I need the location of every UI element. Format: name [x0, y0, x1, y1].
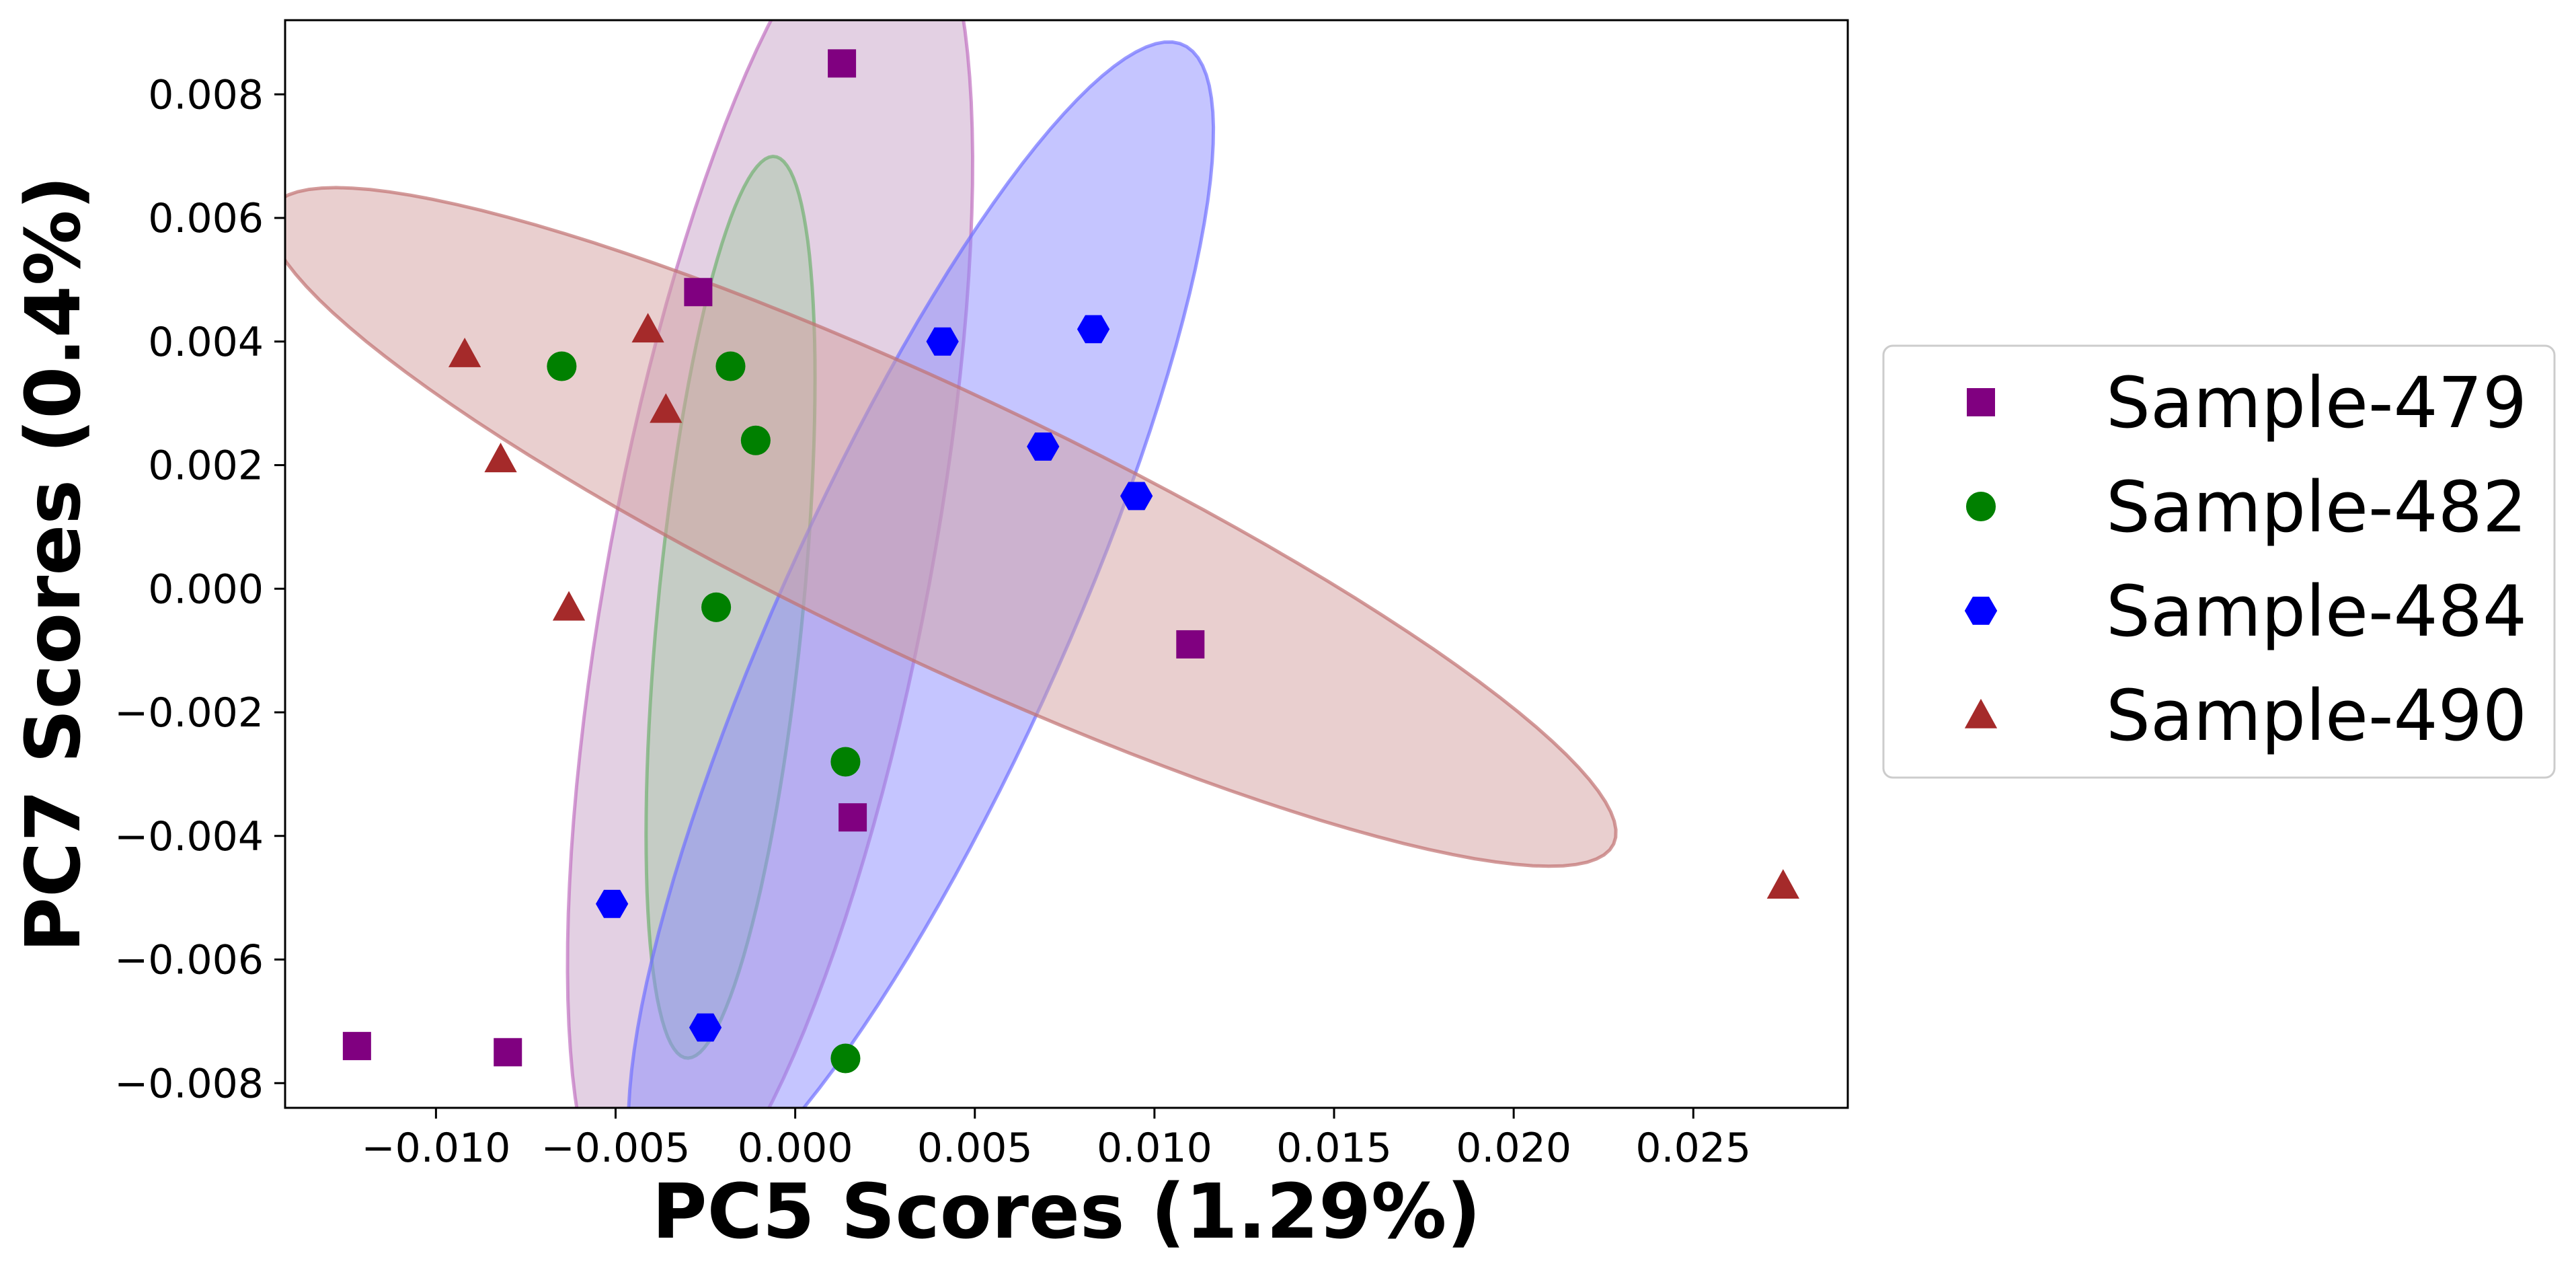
- x-tick-label: 0.000: [738, 1125, 853, 1172]
- data-point-series-2: [547, 351, 577, 381]
- legend-marker-2: [1965, 491, 1996, 522]
- legend-box: [1882, 344, 2556, 779]
- y-tick-label: 0.000: [148, 566, 264, 613]
- x-tick-label: 0.015: [1276, 1125, 1392, 1172]
- x-tick-label: −0.005: [541, 1125, 690, 1172]
- data-point-series-4: [1766, 869, 1799, 899]
- y-tick-label: 0.006: [148, 195, 264, 242]
- y-axis-title: PC7 Scores (0.4%): [10, 176, 97, 952]
- data-point-series-1: [494, 1038, 522, 1067]
- data-points: [342, 49, 1799, 1074]
- data-point-series-4: [552, 591, 586, 621]
- y-tick-label: −0.002: [114, 689, 264, 737]
- data-point-series-3: [689, 1013, 722, 1042]
- plot-area-frame: [284, 19, 1849, 1109]
- x-tick-label: 0.010: [1097, 1125, 1212, 1172]
- data-point-series-4: [650, 393, 682, 423]
- confidence-ellipse-4: [285, 186, 1618, 868]
- data-point-series-3: [1120, 482, 1153, 511]
- data-point-series-3: [596, 889, 629, 918]
- x-axis-ticks: −0.010 −0.005 0.000 0.005 0.010 0.015 0.020 0.0…: [361, 1108, 1751, 1172]
- legend-marker-4: [1964, 698, 1998, 728]
- data-point-series-1: [1176, 630, 1205, 659]
- data-point-series-2: [740, 425, 771, 455]
- legend-label-3: Sample-484: [2106, 570, 2527, 652]
- data-point-series-1: [828, 49, 857, 78]
- y-axis-ticks: −0.008 −0.006 −0.004 −0.002 0.000 0.002 0.004 0…: [114, 71, 285, 1107]
- data-point-series-4: [631, 313, 664, 343]
- y-tick-label: 0.008: [148, 71, 264, 118]
- data-point-series-1: [838, 803, 867, 832]
- x-tick-label: 0.025: [1635, 1125, 1751, 1172]
- data-point-series-2: [830, 1043, 861, 1074]
- data-point-series-1: [342, 1032, 371, 1061]
- data-point-series-3: [926, 327, 959, 356]
- legend-label-4: Sample-490: [2106, 675, 2527, 757]
- y-tick-label: −0.006: [114, 937, 264, 984]
- data-point-series-2: [830, 747, 861, 777]
- confidence-ellipses: [285, 20, 1618, 1108]
- legend-marker-1: [1967, 388, 1995, 416]
- y-tick-label: −0.004: [114, 813, 264, 860]
- data-point-series-2: [715, 351, 746, 381]
- legend-marker-3: [1964, 597, 1998, 625]
- data-point-series-4: [448, 337, 481, 367]
- data-point-series-4: [484, 443, 517, 473]
- data-point-series-3: [1077, 315, 1110, 344]
- x-tick-label: 0.020: [1456, 1125, 1571, 1172]
- x-tick-label: −0.010: [361, 1125, 510, 1172]
- y-tick-label: −0.008: [114, 1060, 264, 1107]
- y-tick-label: 0.004: [148, 319, 264, 366]
- legend-label-1: Sample-479: [2106, 362, 2527, 444]
- x-axis-title: PC5 Scores (1.29%): [652, 1168, 1481, 1256]
- data-point-series-2: [701, 592, 732, 622]
- data-point-series-1: [684, 278, 713, 307]
- legend-label-2: Sample-482: [2106, 466, 2527, 548]
- legend: Sample-479 Sample-482 Sample-484 Sample-490: [1882, 344, 2556, 779]
- data-point-series-3: [1027, 433, 1060, 461]
- x-tick-label: 0.005: [917, 1125, 1033, 1172]
- y-tick-label: 0.002: [148, 443, 264, 490]
